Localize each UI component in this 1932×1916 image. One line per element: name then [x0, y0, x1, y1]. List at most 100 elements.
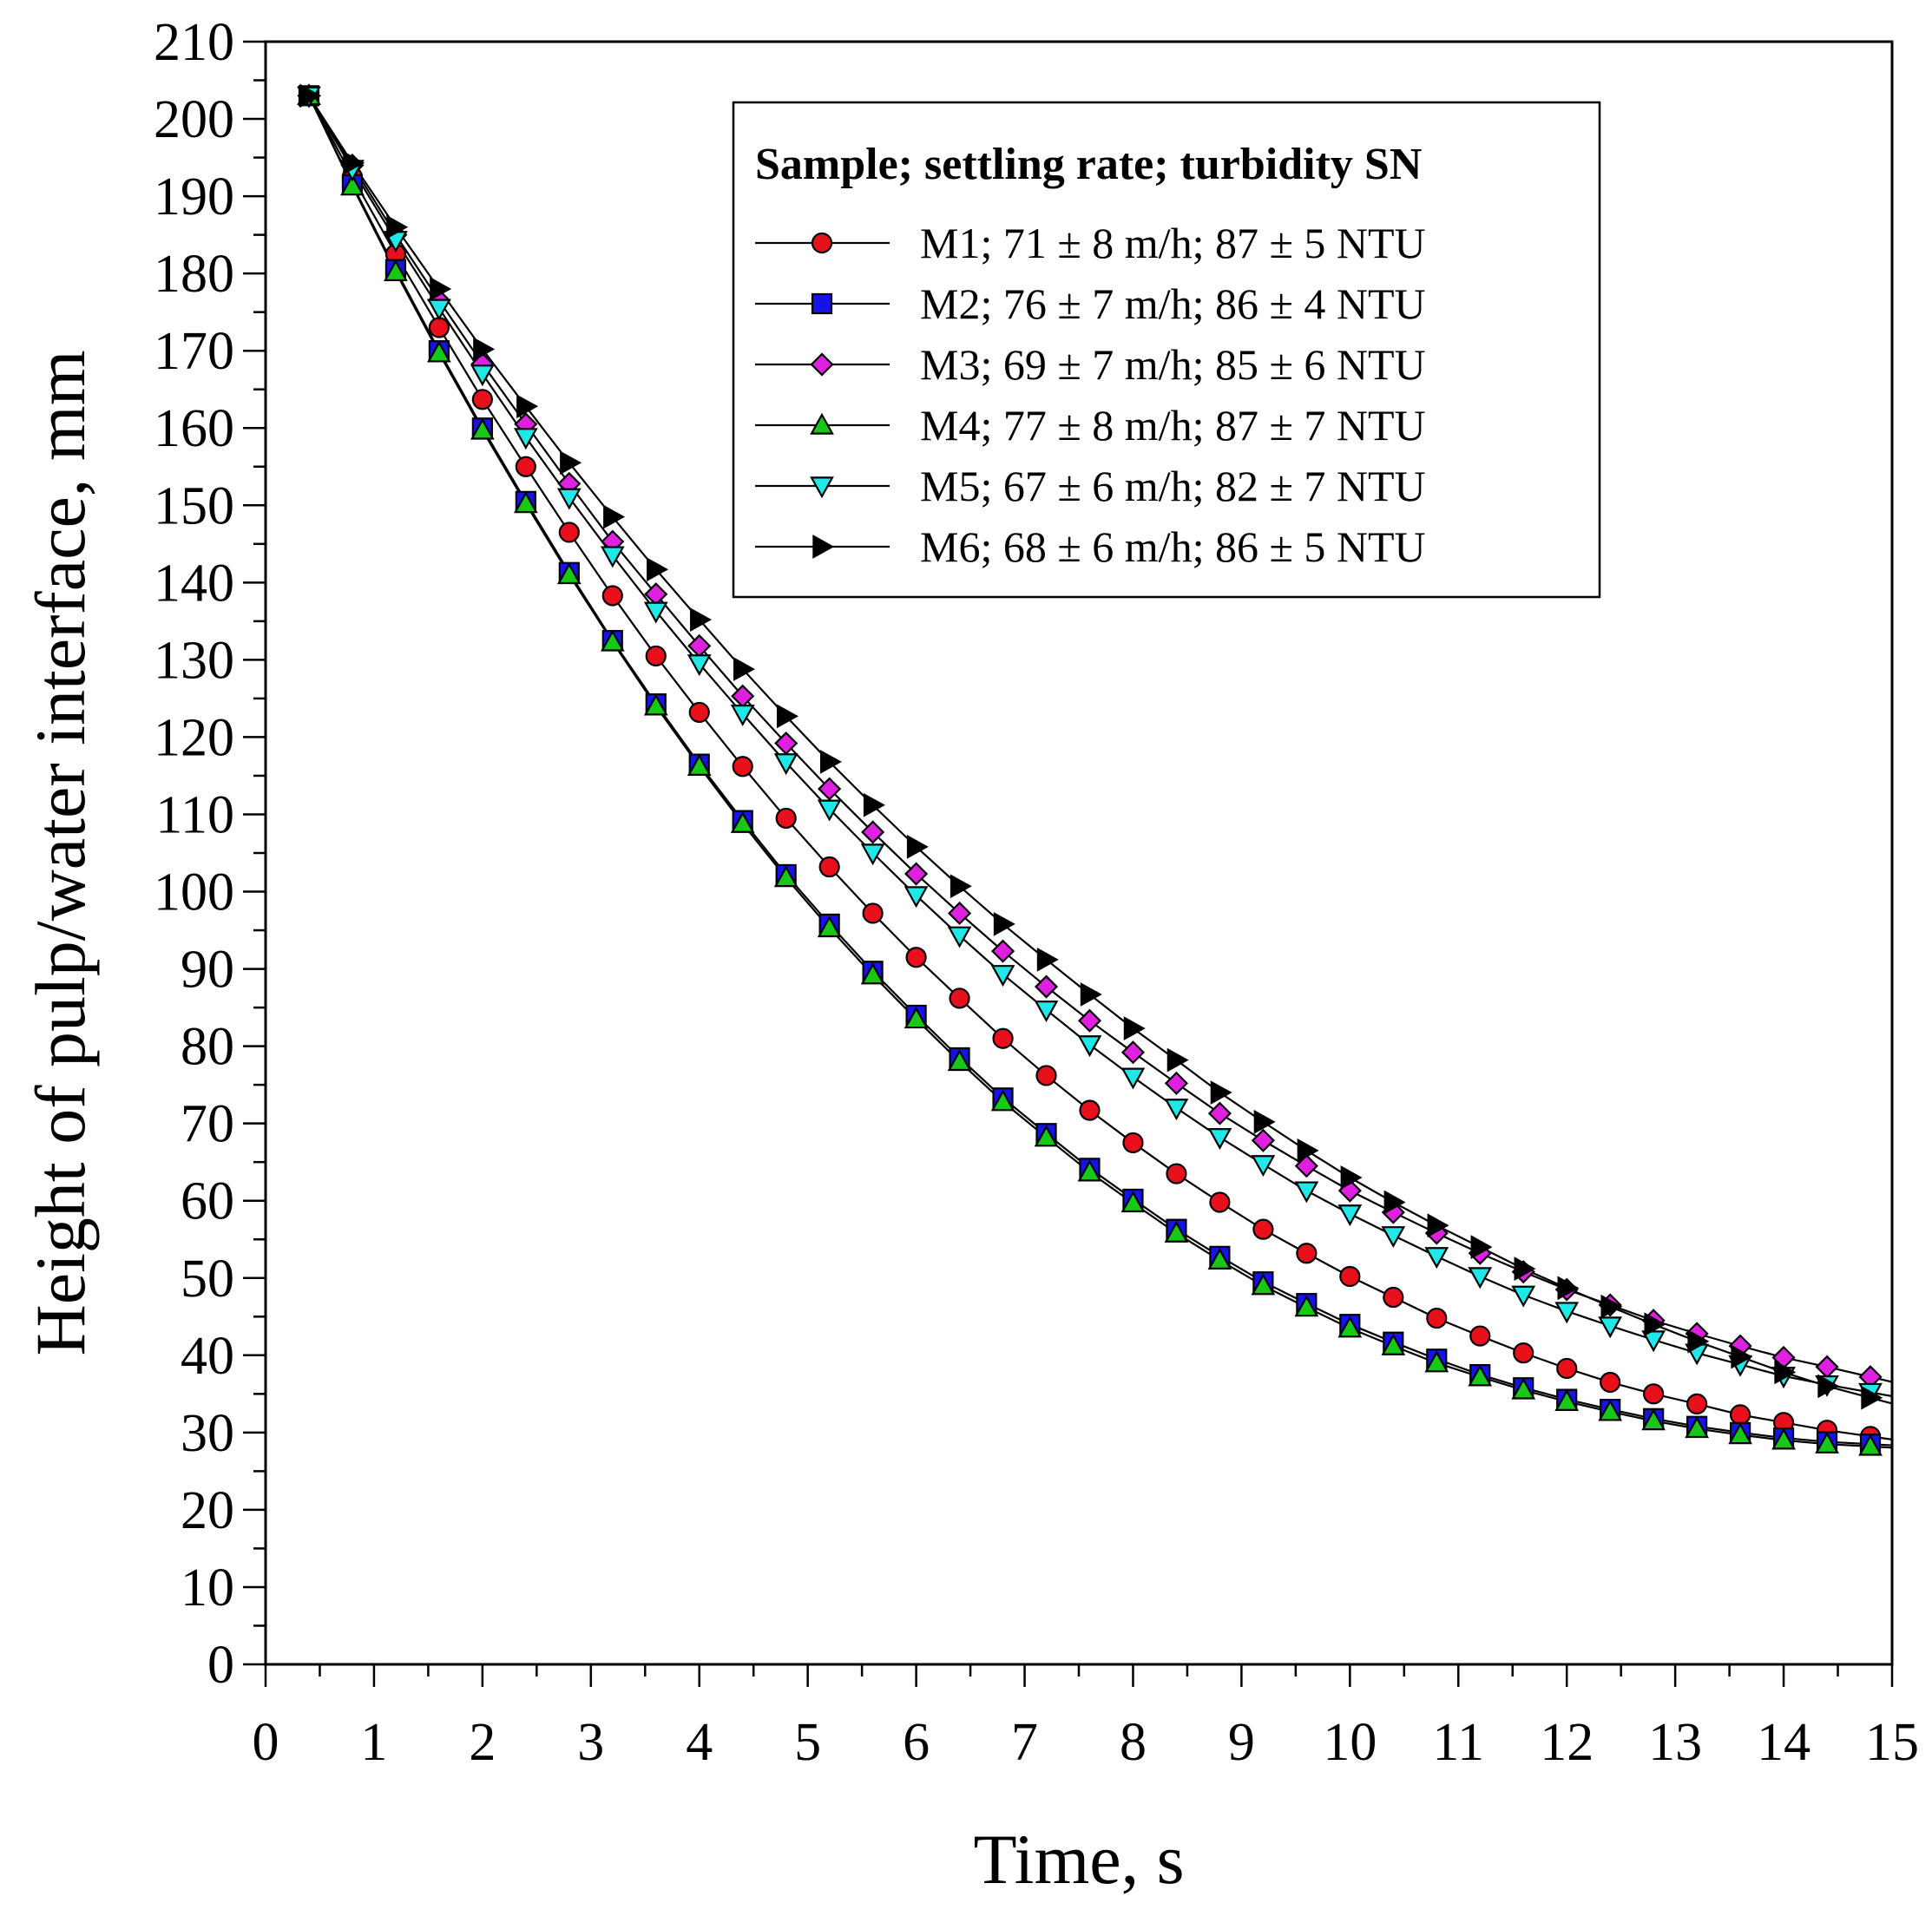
data-point-triangle-down	[1641, 1330, 1666, 1353]
data-point-triangle-down	[1207, 1127, 1232, 1150]
data-point-triangle-up	[990, 1089, 1015, 1112]
data-point-triangle-down	[1468, 1267, 1493, 1289]
x-tick-label: 5	[794, 1713, 821, 1772]
data-point-triangle-right	[1644, 1312, 1666, 1337]
data-point-circle	[992, 1027, 1014, 1049]
legend-label: M1; 71 ± 8 m/h; 87 ± 5 NTU	[920, 219, 1426, 267]
data-point-circle	[1643, 1383, 1665, 1405]
data-point-circle	[1079, 1099, 1101, 1121]
data-point-triangle-down	[817, 799, 842, 822]
x-axis-title: Time, s	[973, 1820, 1184, 1899]
data-point-triangle-up	[1771, 1427, 1796, 1450]
data-point-triangle-right	[1600, 1294, 1623, 1319]
y-tick-label: 20	[181, 1481, 234, 1540]
x-tick-label: 15	[1865, 1713, 1919, 1772]
x-tick-label: 8	[1120, 1713, 1147, 1772]
data-point-circle	[818, 856, 840, 878]
data-point-triangle-down	[1251, 1155, 1276, 1178]
data-point-triangle-right	[819, 750, 842, 774]
data-point-triangle-right	[1036, 948, 1059, 972]
legend-marker-diamond	[810, 352, 834, 377]
legend-items: M1; 71 ± 8 m/h; 87 ± 5 NTU M2; 76 ± 7 m/h…	[755, 219, 1426, 571]
data-point-triangle-up	[1077, 1159, 1102, 1182]
series-markers	[297, 83, 1883, 1456]
data-point-circle	[1600, 1371, 1621, 1394]
y-tick-label: 90	[181, 941, 234, 1000]
legend-label: M5; 67 ± 6 m/h; 82 ± 7 NTU	[920, 462, 1426, 510]
data-point-circle	[1426, 1307, 1448, 1329]
data-point-triangle-right	[1774, 1360, 1797, 1385]
x-tick-label: 12	[1540, 1713, 1594, 1772]
legend-label: M2; 76 ± 7 m/h; 86 ± 4 NTU	[920, 279, 1426, 328]
data-point-triangle-right	[560, 450, 582, 476]
y-tick-label: 0	[207, 1636, 234, 1695]
data-point-triangle-up	[1554, 1388, 1580, 1411]
data-point-triangle-up	[1641, 1408, 1666, 1431]
data-point-triangle-up	[773, 865, 798, 888]
data-point-diamond	[948, 901, 972, 926]
data-point-triangle-down	[1598, 1316, 1623, 1339]
data-point-triangle-down	[1294, 1181, 1319, 1204]
data-point-triangle-up	[556, 562, 582, 585]
data-point-triangle-up	[643, 693, 668, 716]
data-point-circle	[601, 585, 623, 607]
data-point-circle	[1122, 1132, 1144, 1154]
y-tick-label: 40	[181, 1327, 234, 1386]
data-point-circle	[428, 317, 450, 338]
data-point-triangle-up	[1511, 1377, 1536, 1400]
data-point-circle	[1296, 1243, 1318, 1264]
x-tick-label: 7	[1011, 1713, 1038, 1772]
y-tick-label: 60	[181, 1172, 234, 1231]
y-tick-label: 200	[154, 90, 234, 149]
data-point-triangle-up	[1294, 1295, 1319, 1317]
data-point-diamond	[1034, 974, 1059, 999]
data-point-triangle-up	[1728, 1422, 1752, 1445]
data-point-circle	[1166, 1163, 1187, 1184]
data-point-triangle-right	[1861, 1385, 1883, 1410]
data-point-triangle-down	[1337, 1204, 1363, 1227]
plot-frame	[264, 40, 1894, 1666]
data-point-triangle-right	[776, 704, 798, 729]
data-point-triangle-down	[1381, 1226, 1406, 1249]
data-point-triangle-up	[947, 1049, 972, 1072]
data-point-triangle-right	[1731, 1344, 1753, 1369]
data-point-triangle-down	[1077, 1035, 1102, 1058]
x-tick-label: 9	[1228, 1713, 1255, 1772]
data-point-triangle-right	[1080, 982, 1102, 1007]
data-point-triangle-down	[1164, 1099, 1189, 1121]
legend-marker-circle	[811, 232, 833, 254]
data-point-triangle-right	[1427, 1213, 1449, 1238]
data-point-triangle-down	[773, 753, 798, 776]
data-point-circle	[515, 456, 536, 477]
data-point-triangle-right	[647, 557, 669, 582]
data-point-triangle-down	[1120, 1067, 1146, 1090]
data-point-triangle-up	[1337, 1316, 1363, 1338]
data-point-triangle-up	[384, 259, 408, 282]
data-point-diamond	[1815, 1355, 1839, 1379]
y-tick-label: 110	[155, 785, 234, 844]
data-point-triangle-right	[1166, 1047, 1189, 1073]
data-point-triangle-up	[1685, 1416, 1709, 1439]
data-point-circle	[1469, 1325, 1491, 1347]
data-point-triangle-up	[513, 491, 538, 514]
data-point-triangle-right	[1340, 1165, 1363, 1190]
data-point-circle	[1556, 1357, 1578, 1380]
data-point-triangle-up	[1034, 1125, 1059, 1147]
data-point-triangle-up	[1120, 1191, 1146, 1213]
data-point-triangle-right	[386, 214, 409, 240]
y-tick-label: 30	[181, 1404, 234, 1463]
x-tick-label: 6	[903, 1713, 930, 1772]
data-point-diamond	[818, 777, 842, 801]
legend-marker-triangle-down	[810, 476, 834, 499]
data-point-triangle-right	[299, 83, 322, 108]
y-tick-label: 180	[154, 245, 234, 304]
data-point-diamond	[1164, 1071, 1188, 1095]
data-point-triangle-right	[906, 835, 929, 859]
data-point-circle	[949, 988, 970, 1009]
data-point-triangle-right	[473, 337, 496, 362]
x-tick-label: 14	[1757, 1713, 1810, 1772]
tick-labels: 0 1 2 3 4 5 6 7 8 9 10 11 12 13 14 15010203040506070809…	[154, 13, 1919, 1772]
data-point-triangle-down	[687, 654, 712, 677]
data-point-triangle-right	[1383, 1190, 1406, 1215]
